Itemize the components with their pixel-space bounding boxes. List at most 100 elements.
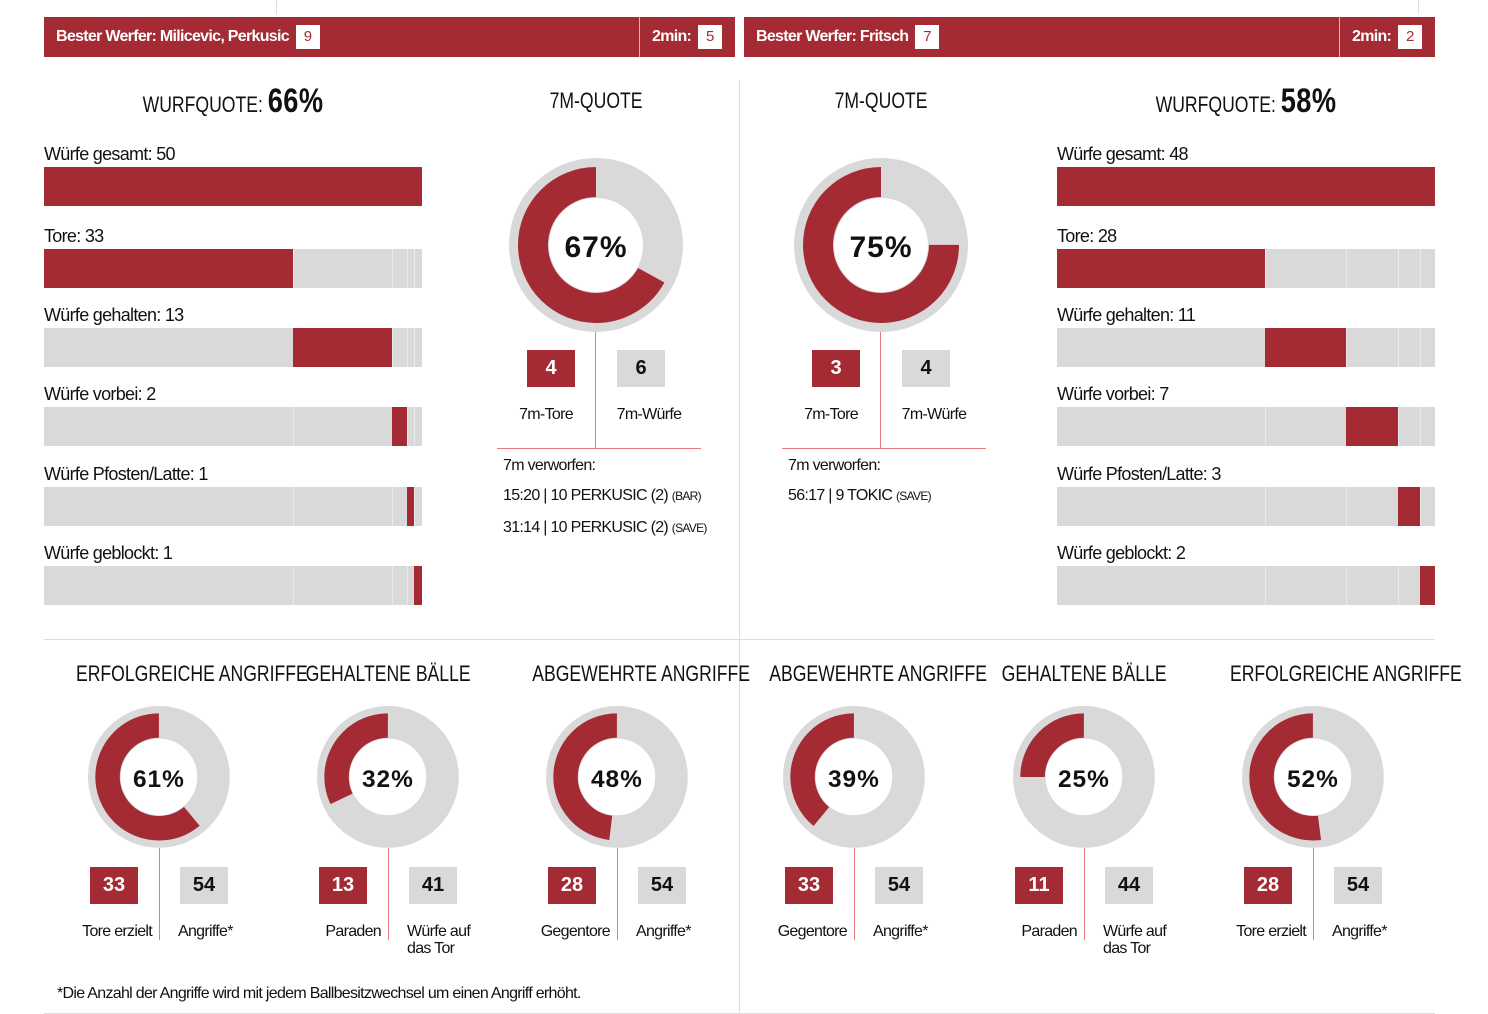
- bar-tick: [1346, 328, 1348, 367]
- bar-tick: [1397, 328, 1399, 367]
- two-min: 2min: 2: [1352, 17, 1423, 57]
- donut-percent: 48%: [591, 766, 643, 793]
- wurfquote-label: WURFQUOTE:: [1155, 92, 1276, 117]
- bar-tick: [1264, 487, 1266, 526]
- stat-label-a: Gegentore: [777, 923, 848, 940]
- stat-label-b: Angriffe*: [873, 923, 928, 940]
- divider: [1084, 848, 1085, 940]
- stat-value-b: 54: [180, 867, 228, 904]
- bar-tick: [406, 566, 408, 605]
- bar-tick: [1397, 249, 1399, 288]
- bar-tick: [1420, 407, 1422, 446]
- stat-label-b: Angriffe*: [178, 923, 233, 940]
- seven-m-missed-title: 7m verworfen:: [503, 457, 596, 474]
- seven-m-heading: 7M-QUOTE: [781, 88, 981, 114]
- bar-fill: [44, 249, 294, 288]
- missed-entry-main: 56:17 | 9 TOKIC: [788, 487, 893, 504]
- seven-m-shots-label: 7m-Würfe: [616, 406, 682, 423]
- stat-value-a: 11: [1015, 867, 1063, 904]
- stat-donut: 52%: [1242, 706, 1384, 848]
- stat-donut: 32%: [317, 706, 459, 848]
- seven-m-shots: 6: [617, 350, 665, 387]
- bar-fill: [1346, 407, 1398, 446]
- bar-tick: [1397, 407, 1399, 446]
- bar-tick: [414, 328, 416, 367]
- bar-tick: [391, 328, 393, 367]
- bar-tick: [293, 566, 295, 605]
- stat-value-b: 44: [1105, 867, 1153, 904]
- bar-tick: [1420, 249, 1422, 288]
- bar-label: Würfe gesamt: 50: [44, 144, 176, 164]
- donut-percent: 75%: [849, 231, 912, 264]
- stat-label-b: Würfe auf das Tor: [407, 923, 471, 957]
- bar-label: Würfe gehalten: 11: [1057, 305, 1196, 325]
- bar-tick: [414, 407, 416, 446]
- stat-label-a: Paraden: [325, 923, 381, 940]
- stat-label-b: Angriffe*: [1332, 923, 1387, 940]
- bar-label: Tore: 33: [44, 226, 104, 246]
- divider: [1418, 0, 1419, 14]
- stat-value-b: 54: [875, 867, 923, 904]
- seven-m-goals: 3: [812, 350, 860, 387]
- missed-entry-note: (SAVE): [896, 489, 932, 503]
- divider: [159, 848, 160, 940]
- stat-donut: 61%: [88, 706, 230, 848]
- donut-value-arc: [95, 713, 223, 841]
- missed-entry-main: 31:14 | 10 PERKUSIC (2): [503, 519, 669, 536]
- best-scorer-label: Bester Werfer: Milicevic, Perkusic: [56, 28, 290, 45]
- bar-tick: [293, 487, 295, 526]
- stat-heading: GEHALTENE BÄLLE: [276, 661, 500, 687]
- seven-m-goals-label: 7m-Tore: [804, 406, 858, 423]
- best-scorer: Bester Werfer: Milicevic, Perkusic 9: [56, 17, 320, 57]
- stat-heading: ERFOLGREICHE ANGRIFFE: [1201, 661, 1462, 687]
- donut-percent: 32%: [362, 766, 414, 793]
- best-scorer-value: 9: [295, 25, 320, 49]
- seven-m-shots-label: 7m-Würfe: [901, 406, 967, 423]
- bar-tick: [391, 566, 393, 605]
- stat-value-b: 54: [638, 867, 686, 904]
- best-scorer: Bester Werfer: Fritsch 7: [756, 17, 940, 57]
- section-divider: [44, 639, 1435, 640]
- bar-tick: [1264, 566, 1266, 605]
- bar-tick: [1420, 328, 1422, 367]
- stat-heading: ABGEWEHRTE ANGRIFFE: [742, 661, 987, 687]
- shot-bar: [44, 328, 422, 367]
- stat-title: ERFOLGREICHE ANGRIFFE: [1229, 661, 1462, 686]
- bar-fill: [1264, 328, 1347, 367]
- stat-value-a: 28: [548, 867, 596, 904]
- stat-label-b: Angriffe*: [636, 923, 691, 940]
- bar-tick: [293, 249, 295, 288]
- bar-tick: [293, 407, 295, 446]
- bar-label: Würfe vorbei: 2: [44, 384, 156, 404]
- stat-label-a: Tore erzielt: [1236, 923, 1307, 940]
- shot-bar: [1057, 566, 1435, 605]
- donut-percent: 39%: [828, 766, 880, 793]
- wurfquote: WURFQUOTE: 66%: [44, 82, 422, 121]
- seven-m-title: 7M-QUOTE: [549, 88, 643, 113]
- shot-bar: [1057, 487, 1435, 526]
- bar-tick: [391, 487, 393, 526]
- bar-fill: [1057, 249, 1265, 288]
- wurfquote: WURFQUOTE: 58%: [1057, 82, 1435, 121]
- bar-tick: [406, 407, 408, 446]
- divider: [639, 17, 640, 57]
- bar-fill: [414, 566, 422, 605]
- two-min: 2min: 5: [652, 17, 723, 57]
- shot-bar: [44, 249, 422, 288]
- donut-percent: 52%: [1287, 766, 1339, 793]
- stat-donut: 25%: [1013, 706, 1155, 848]
- shot-bar: [1057, 407, 1435, 446]
- shot-bar: [44, 487, 422, 526]
- divider: [782, 448, 986, 449]
- seven-m-title: 7M-QUOTE: [834, 88, 928, 113]
- donut-percent: 61%: [133, 766, 185, 793]
- bar-tick: [414, 249, 416, 288]
- shot-bar: [44, 407, 422, 446]
- bar-label: Würfe gesamt: 48: [1057, 144, 1189, 164]
- bar-tick: [406, 249, 408, 288]
- stat-label-a: Tore erzielt: [82, 923, 153, 940]
- seven-m-goals: 4: [527, 350, 575, 387]
- divider: [388, 848, 389, 940]
- missed-entry-note: (SAVE): [671, 521, 708, 535]
- bar-label: Würfe Pfosten/Latte: 3: [1057, 464, 1221, 484]
